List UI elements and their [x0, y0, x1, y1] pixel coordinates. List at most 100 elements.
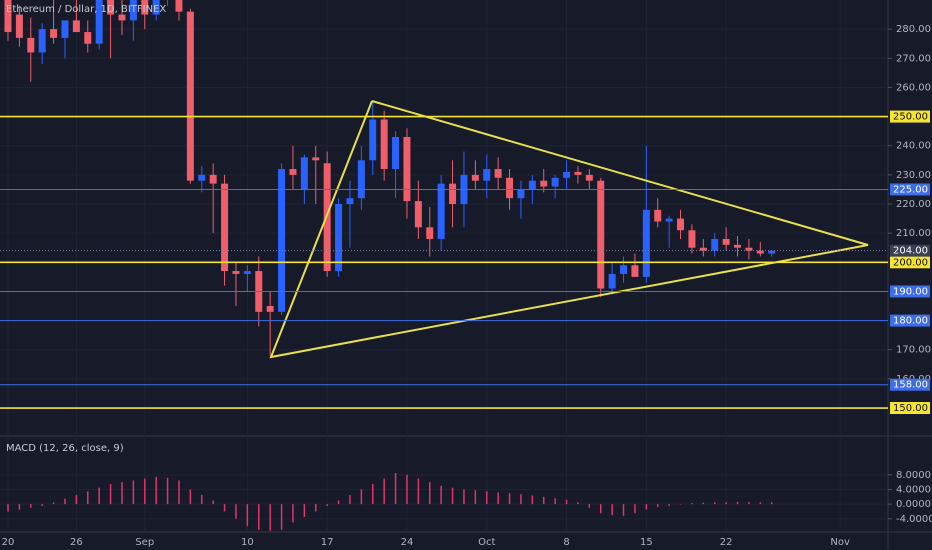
- macd-bar: [132, 480, 135, 505]
- macd-bar: [52, 502, 55, 505]
- candle-body: [95, 0, 103, 44]
- level-label: 200.00: [893, 257, 928, 268]
- macd-bar: [98, 487, 100, 505]
- y-tick-label: 280.00: [896, 24, 931, 35]
- candle-body: [699, 247, 707, 251]
- y-tick-label: 230.00: [896, 170, 931, 181]
- y-tick-label: 210.00: [896, 228, 931, 239]
- y-tick-label: -4.0000: [896, 514, 932, 525]
- y-tick-label: 8.0000: [896, 470, 931, 481]
- candle-body: [711, 238, 719, 251]
- macd-bar: [235, 504, 237, 519]
- macd-bar: [30, 504, 32, 508]
- candle-body: [585, 174, 593, 181]
- candle-body: [756, 250, 764, 254]
- candle-body: [357, 160, 365, 199]
- level-label-box: [890, 110, 930, 123]
- macd-bar: [64, 498, 66, 505]
- macd-bar: [394, 473, 397, 505]
- candle-body: [483, 169, 491, 181]
- level-label-box: [890, 183, 930, 196]
- candle-body: [597, 180, 605, 289]
- level-label: 150.00: [893, 403, 928, 414]
- last-price-box: [890, 244, 930, 257]
- macd-bar: [75, 494, 78, 505]
- macd-bar: [577, 502, 579, 505]
- macd-bar: [713, 502, 716, 505]
- macd-bar: [360, 489, 363, 505]
- candle-body: [471, 174, 479, 181]
- level-label: 158.00: [893, 380, 928, 391]
- candle-body: [107, 0, 115, 15]
- y-tick-label: 220.00: [896, 199, 931, 210]
- macd-bar: [668, 504, 670, 506]
- macd-bar: [702, 502, 705, 505]
- macd-bar: [508, 493, 511, 505]
- candle-body: [346, 198, 354, 205]
- macd-bar: [611, 504, 613, 516]
- macd-bar: [588, 504, 591, 508]
- macd-bar: [474, 490, 477, 505]
- level-label-box: [890, 402, 930, 415]
- candle-body: [221, 183, 229, 272]
- candle-body: [494, 169, 502, 178]
- macd-bar: [748, 501, 750, 505]
- macd-bar: [337, 500, 340, 505]
- candle-body: [574, 171, 582, 175]
- macd-bar: [212, 500, 214, 505]
- candle-body: [4, 0, 12, 33]
- candle-body: [517, 189, 525, 199]
- level-label-box: [890, 285, 930, 298]
- candle-body: [449, 183, 457, 205]
- triangle-drawing: [269, 100, 869, 359]
- candle-body: [84, 32, 92, 44]
- macd-bar: [656, 504, 659, 508]
- candle-body: [118, 14, 126, 21]
- macd-bar: [258, 504, 260, 530]
- macd-bar: [736, 501, 739, 505]
- candle-body: [414, 201, 422, 228]
- candle-body: [278, 169, 286, 312]
- macd-bar: [326, 504, 328, 506]
- candle-body: [688, 230, 696, 248]
- macd-bar: [269, 504, 271, 531]
- level-label: 180.00: [893, 316, 928, 327]
- macd-bar: [155, 476, 157, 505]
- candle-body: [61, 20, 69, 38]
- candle-body: [27, 37, 35, 53]
- candle-body: [426, 227, 434, 239]
- candle-body: [369, 119, 377, 161]
- candle-body: [175, 0, 183, 12]
- candle-body: [243, 271, 251, 274]
- candle-body: [403, 136, 411, 202]
- candle-body: [186, 11, 194, 181]
- macd-bar: [520, 494, 522, 505]
- y-tick-label: 260.00: [896, 82, 931, 93]
- macd-bar: [303, 504, 306, 517]
- macd-bar: [622, 504, 625, 516]
- macd-bar: [292, 504, 294, 523]
- candle-body: [300, 157, 308, 190]
- x-tick-label: 15: [640, 537, 653, 548]
- macd-bar: [223, 504, 226, 512]
- macd-bar: [144, 478, 146, 505]
- candle-body: [289, 169, 297, 175]
- candle-body: [722, 238, 730, 245]
- candle-body: [768, 250, 776, 254]
- macd-bar: [554, 498, 556, 505]
- macd-bar: [7, 504, 9, 512]
- macd-bar: [497, 492, 499, 505]
- macd-bar: [759, 502, 762, 505]
- macd-bar: [315, 504, 317, 512]
- macd-bar: [485, 491, 488, 505]
- candle-body: [38, 29, 46, 53]
- candle-body: [152, 0, 160, 15]
- macd-bar: [87, 491, 89, 505]
- x-tick-label: 26: [70, 537, 83, 548]
- x-tick-label: 8: [563, 537, 569, 548]
- candle-body: [665, 218, 673, 222]
- candle-body: [620, 265, 628, 274]
- macd-bar: [770, 502, 773, 505]
